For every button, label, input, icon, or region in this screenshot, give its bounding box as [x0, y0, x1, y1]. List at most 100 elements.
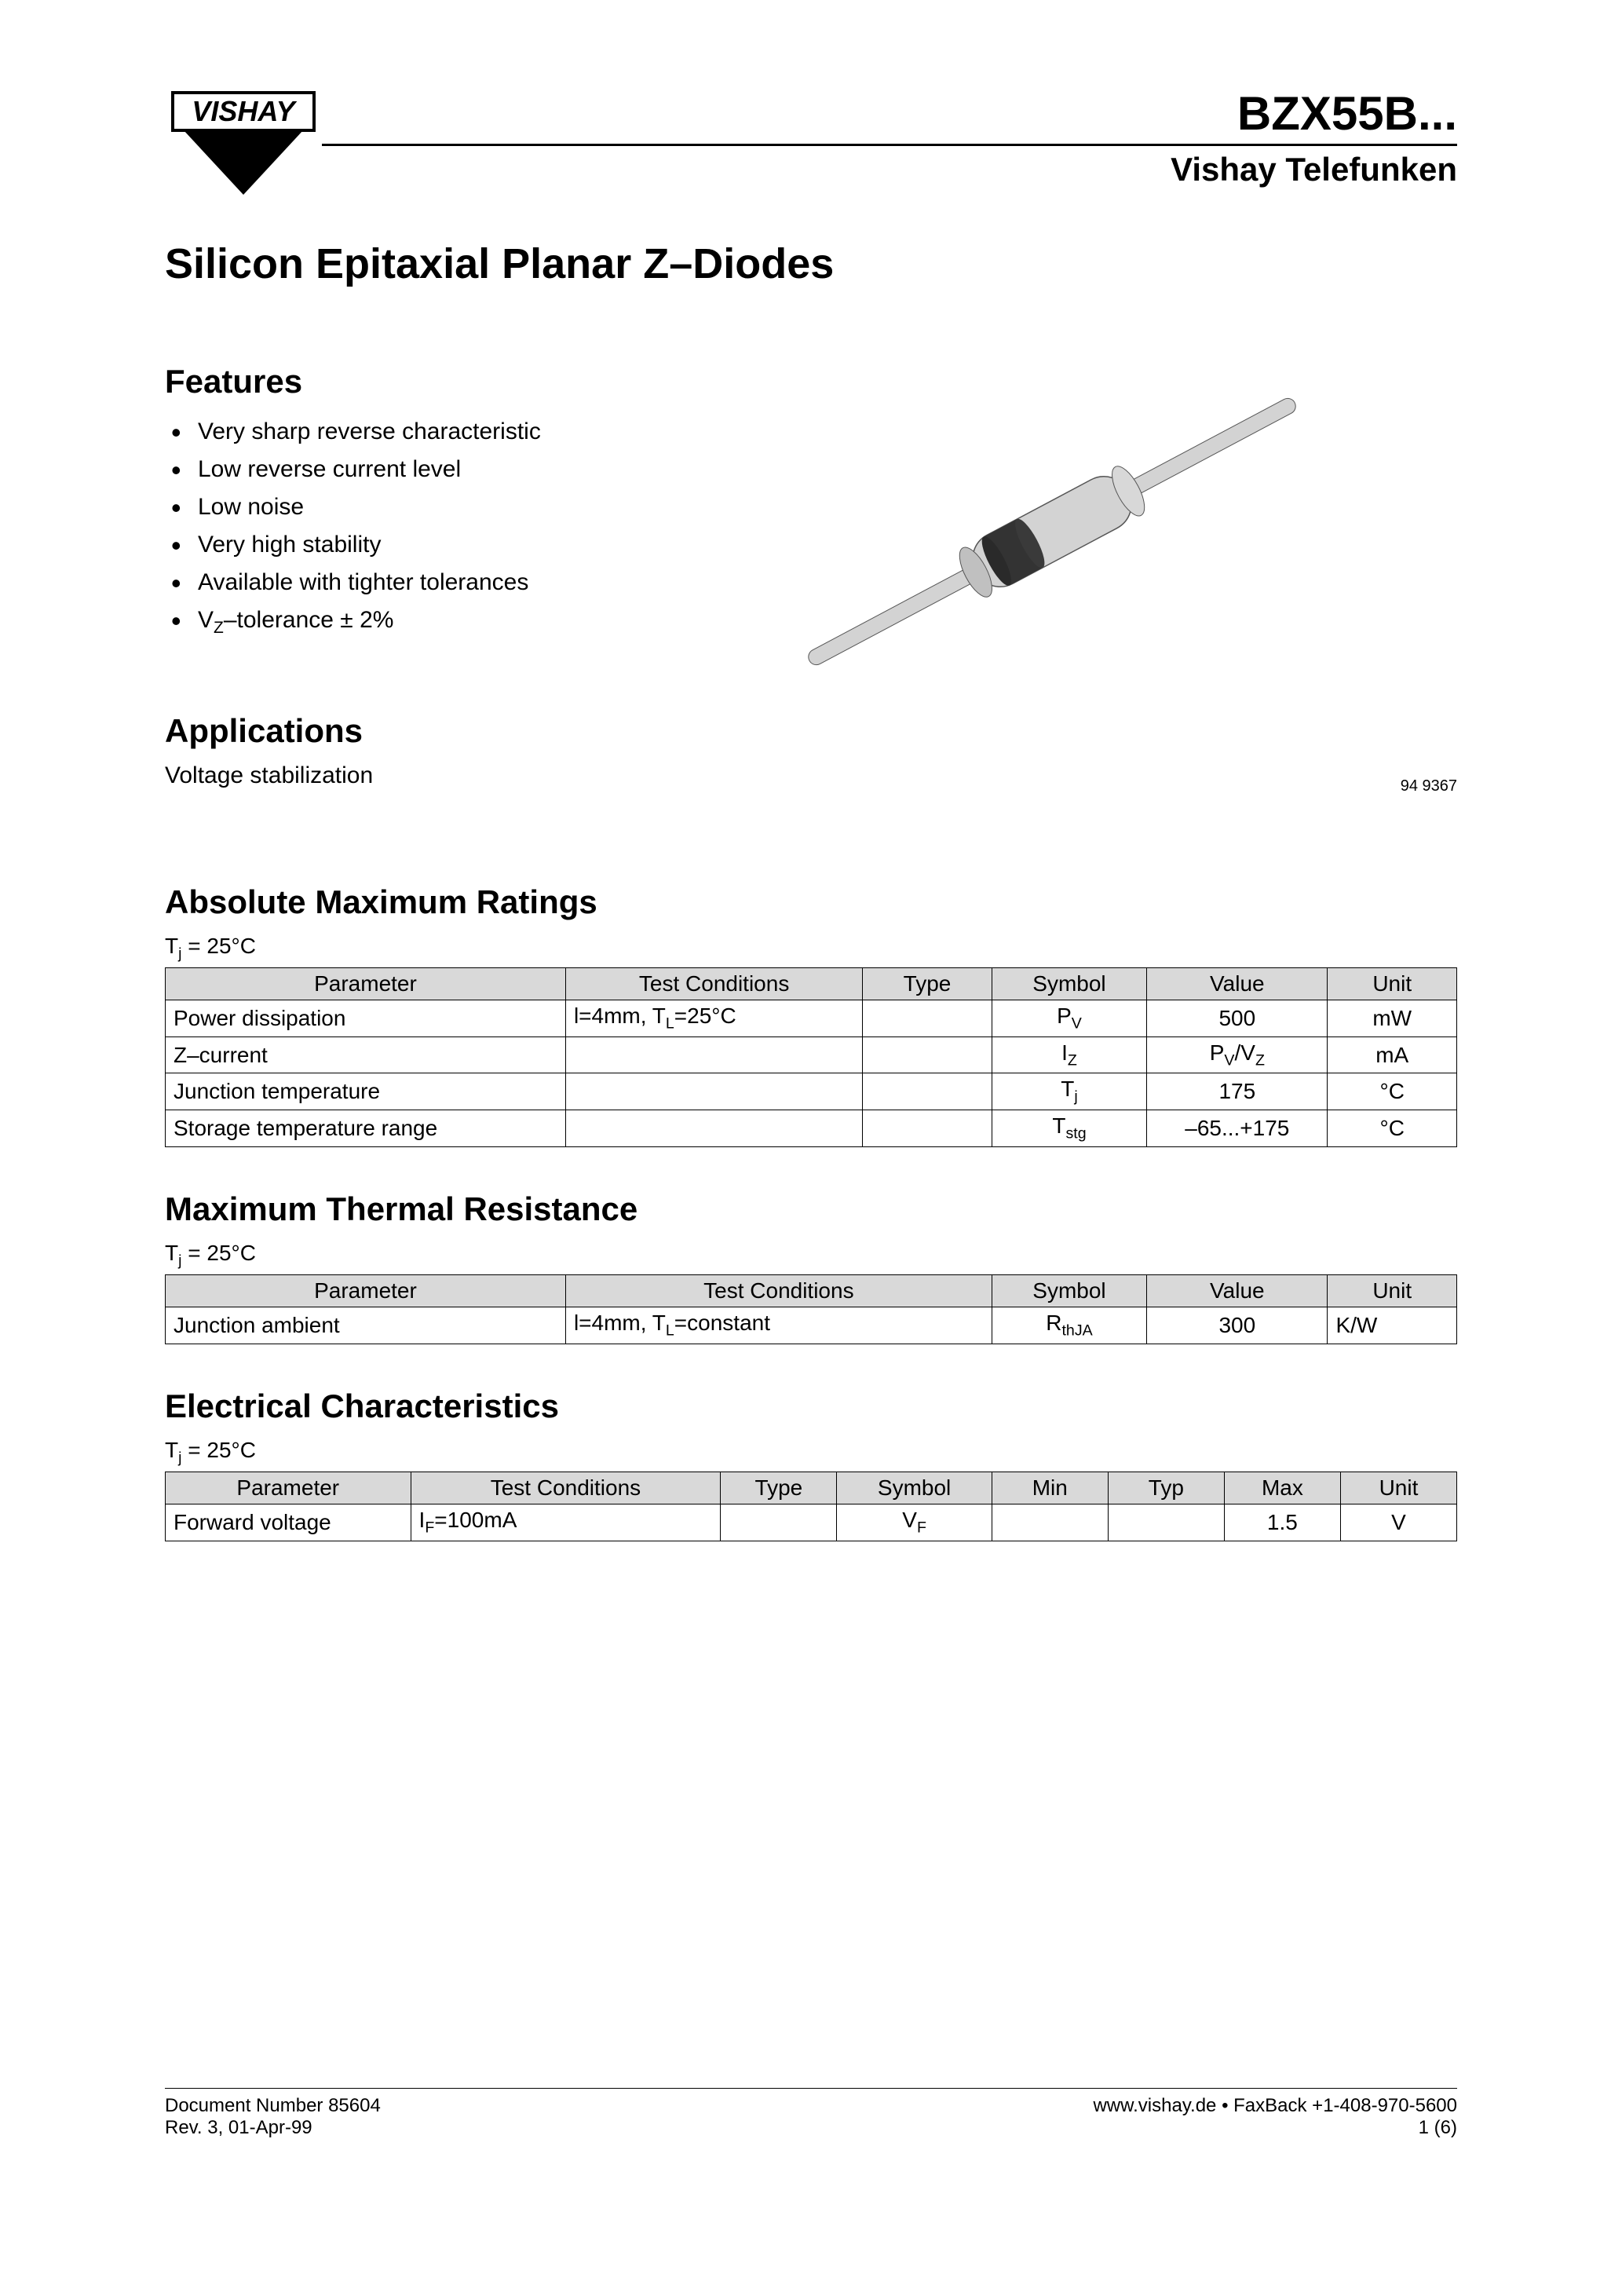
table-row: Junction ambient l=4mm, TL=constant RthJ… [166, 1307, 1457, 1344]
page-header: VISHAY BZX55B... Vishay Telefunken [165, 86, 1457, 200]
cell: –65...+175 [1147, 1110, 1328, 1146]
cell [863, 1036, 992, 1073]
cell: Storage temperature range [166, 1110, 566, 1146]
cell [992, 1504, 1108, 1541]
footer-right: www.vishay.de • FaxBack +1-408-970-5600 … [1093, 2095, 1457, 2139]
applications-text: Voltage stabilization [165, 762, 730, 789]
cell [863, 1073, 992, 1110]
cell: mW [1328, 1000, 1457, 1037]
feature-item: Very high stability [165, 526, 730, 564]
col-header: Min [992, 1472, 1108, 1504]
page-number: 1 (6) [1093, 2117, 1457, 2139]
feature-item: VZ–tolerance ± 2% [165, 601, 730, 642]
cell: Junction ambient [166, 1307, 566, 1344]
header-rule [322, 144, 1457, 146]
table-header-row: Parameter Test Conditions Symbol Value U… [166, 1275, 1457, 1307]
cell: 300 [1147, 1307, 1328, 1344]
doc-number: Document Number 85604 [165, 2095, 381, 2117]
col-header: Symbol [992, 1275, 1146, 1307]
cell: V [1340, 1504, 1456, 1541]
cell: 1.5 [1224, 1504, 1340, 1541]
cell [565, 1036, 862, 1073]
cell: °C [1328, 1110, 1457, 1146]
header-right: BZX55B... Vishay Telefunken [322, 86, 1457, 188]
cell: °C [1328, 1073, 1457, 1110]
table-header-row: Parameter Test Conditions Type Symbol Va… [166, 968, 1457, 1000]
applications-heading: Applications [165, 712, 730, 750]
col-header: Type [863, 968, 992, 1000]
col-header: Test Conditions [411, 1472, 721, 1504]
feature-item: Low reverse current level [165, 451, 730, 488]
table-row: Z–current IZ PV/VZ mA [166, 1036, 1457, 1073]
table-row: Power dissipation l=4mm, TL=25°C PV 500 … [166, 1000, 1457, 1037]
cell: 500 [1147, 1000, 1328, 1037]
cell: l=4mm, TL=25°C [565, 1000, 862, 1037]
feature-item: Very sharp reverse characteristic [165, 413, 730, 451]
cell: 175 [1147, 1073, 1328, 1110]
ec-table: Parameter Test Conditions Type Symbol Mi… [165, 1472, 1457, 1541]
mtr-heading: Maximum Thermal Resistance [165, 1190, 1457, 1228]
feature-item: Low noise [165, 488, 730, 526]
cell [565, 1110, 862, 1146]
feature-item: Available with tighter tolerances [165, 564, 730, 601]
cell: Z–current [166, 1036, 566, 1073]
amr-condition: Tj = 25°C [165, 934, 1457, 963]
cell [1108, 1504, 1224, 1541]
footer-left: Document Number 85604 Rev. 3, 01-Apr-99 [165, 2095, 381, 2139]
cell [863, 1000, 992, 1037]
col-header: Symbol [837, 1472, 992, 1504]
cell [721, 1504, 837, 1541]
amr-heading: Absolute Maximum Ratings [165, 883, 1457, 921]
col-header: Parameter [166, 1472, 411, 1504]
page-title: Silicon Epitaxial Planar Z–Diodes [165, 239, 1457, 288]
col-header: Type [721, 1472, 837, 1504]
col-header: Test Conditions [565, 1275, 992, 1307]
col-header: Test Conditions [565, 968, 862, 1000]
col-header: Parameter [166, 968, 566, 1000]
cell: l=4mm, TL=constant [565, 1307, 992, 1344]
col-header: Parameter [166, 1275, 566, 1307]
features-heading: Features [165, 363, 730, 400]
cell: Power dissipation [166, 1000, 566, 1037]
col-header: Value [1147, 968, 1328, 1000]
cell [565, 1073, 862, 1110]
ec-condition: Tj = 25°C [165, 1438, 1457, 1468]
cell: K/W [1328, 1307, 1457, 1344]
table-row: Junction temperature Tj 175 °C [166, 1073, 1457, 1110]
diode-figure: 94 9367 [762, 363, 1457, 789]
ec-heading: Electrical Characteristics [165, 1387, 1457, 1425]
cell: Tj [992, 1073, 1146, 1110]
cell: IZ [992, 1036, 1146, 1073]
cell: Tstg [992, 1110, 1146, 1146]
cell: mA [1328, 1036, 1457, 1073]
figure-number: 94 9367 [1401, 777, 1457, 795]
cell [863, 1110, 992, 1146]
page-footer: Document Number 85604 Rev. 3, 01-Apr-99 … [165, 2088, 1457, 2139]
vishay-logo: VISHAY [165, 86, 322, 200]
features-list: Very sharp reverse characteristic Low re… [165, 413, 730, 642]
mtr-condition: Tj = 25°C [165, 1241, 1457, 1270]
footer-url: www.vishay.de • FaxBack +1-408-970-5600 [1093, 2095, 1457, 2117]
table-row: Forward voltage IF=100mA VF 1.5 V [166, 1504, 1457, 1541]
part-number: BZX55B... [322, 86, 1457, 141]
cell: VF [837, 1504, 992, 1541]
amr-table: Parameter Test Conditions Type Symbol Va… [165, 967, 1457, 1146]
table-row: Storage temperature range Tstg –65...+17… [166, 1110, 1457, 1146]
brand-name: Vishay Telefunken [322, 151, 1457, 188]
cell: Forward voltage [166, 1504, 411, 1541]
col-header: Value [1147, 1275, 1328, 1307]
logo-text: VISHAY [192, 95, 297, 127]
cell: PV [992, 1000, 1146, 1037]
mtr-table: Parameter Test Conditions Symbol Value U… [165, 1274, 1457, 1344]
cell: RthJA [992, 1307, 1146, 1344]
cell: Junction temperature [166, 1073, 566, 1110]
col-header: Unit [1328, 1275, 1457, 1307]
col-header: Max [1224, 1472, 1340, 1504]
col-header: Unit [1340, 1472, 1456, 1504]
col-header: Unit [1328, 968, 1457, 1000]
col-header: Typ [1108, 1472, 1224, 1504]
cell: IF=100mA [411, 1504, 721, 1541]
table-header-row: Parameter Test Conditions Type Symbol Mi… [166, 1472, 1457, 1504]
revision: Rev. 3, 01-Apr-99 [165, 2117, 381, 2139]
col-header: Symbol [992, 968, 1146, 1000]
